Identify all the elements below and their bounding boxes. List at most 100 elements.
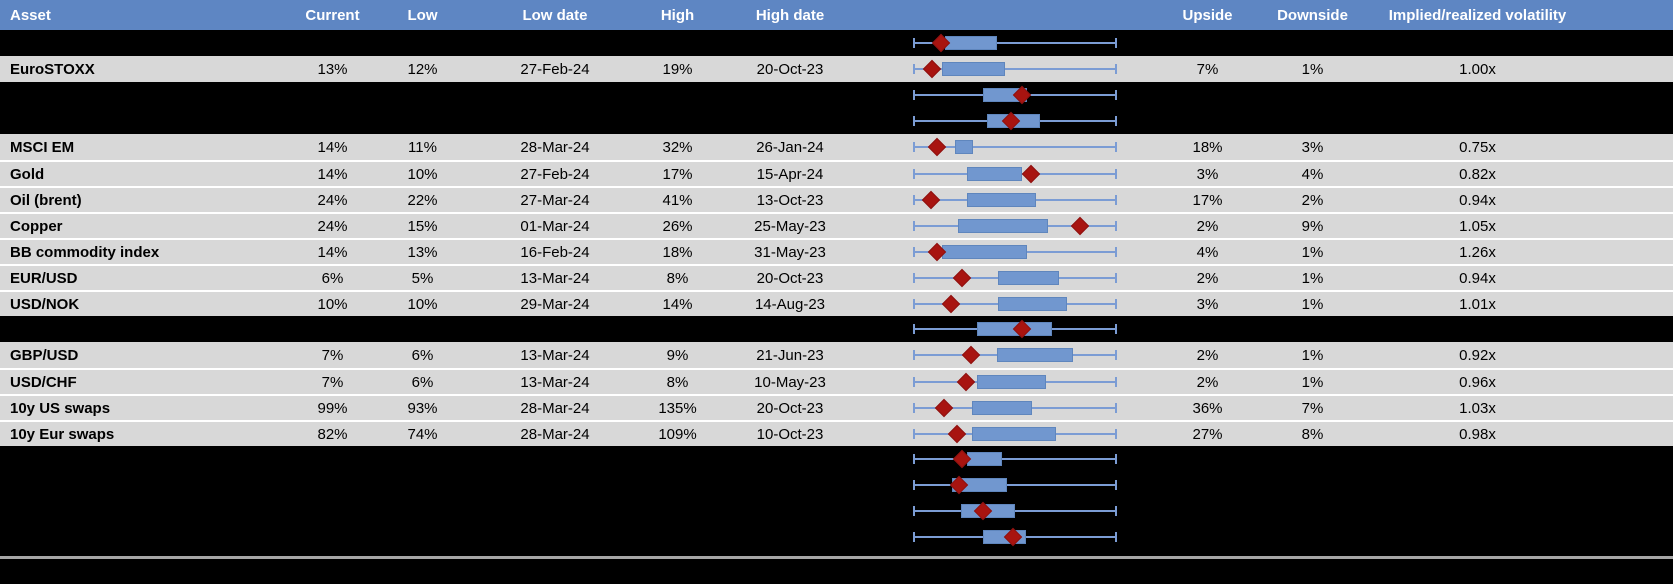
upside-cell[interactable]: 18% [1192, 138, 1223, 156]
implied-realized-ratio-cell[interactable]: 1.03x [1459, 399, 1496, 417]
low-vol-cell[interactable]: 12% [407, 60, 438, 78]
asset-name-cell[interactable]: USD/CHF [10, 373, 77, 391]
table-row[interactable]: MSCI EM 14% 11% 28-Mar-24 32% 26-Jan-24 … [0, 134, 1673, 160]
implied-realized-ratio-cell[interactable]: 1.00x [1459, 60, 1496, 78]
current-vol-cell[interactable]: 99% [317, 399, 348, 417]
low-vol-cell[interactable]: 10% [407, 165, 438, 183]
low-vol-cell[interactable]: 10% [407, 295, 438, 313]
table-row[interactable]: EUR/USD 6% 5% 13-Mar-24 8% 20-Oct-23 2% … [0, 264, 1673, 290]
table-row[interactable]: Gold 14% 10% 27-Feb-24 17% 15-Apr-24 3% … [0, 160, 1673, 186]
table-row[interactable] [0, 316, 1673, 342]
downside-cell[interactable]: 1% [1301, 346, 1324, 364]
header-implied-realized-volatility[interactable]: Implied/realized volatility [1388, 6, 1567, 24]
low-vol-cell[interactable]: 5% [411, 269, 434, 287]
low-vol-cell[interactable]: 93% [407, 399, 438, 417]
low-date-cell[interactable]: 27-Mar-24 [520, 191, 590, 209]
implied-realized-ratio-cell[interactable]: 0.94x [1459, 269, 1496, 287]
high-date-cell[interactable]: 26-Jan-24 [756, 138, 824, 156]
low-date-cell[interactable]: 13-Mar-24 [520, 346, 590, 364]
current-vol-cell[interactable]: 6% [321, 269, 344, 287]
low-vol-cell[interactable]: 6% [411, 373, 434, 391]
current-vol-cell[interactable]: 82% [317, 425, 348, 443]
implied-realized-ratio-cell[interactable]: 1.05x [1459, 217, 1496, 235]
low-date-cell[interactable]: 28-Mar-24 [520, 425, 590, 443]
current-vol-cell[interactable]: 7% [321, 373, 344, 391]
high-vol-cell[interactable]: 9% [666, 346, 689, 364]
table-row[interactable]: Oil (brent) 24% 22% 27-Mar-24 41% 13-Oct… [0, 186, 1673, 212]
asset-name-cell[interactable]: 10y Eur swaps [10, 425, 115, 443]
downside-cell[interactable]: 4% [1301, 165, 1324, 183]
header-low[interactable]: Low [407, 6, 438, 24]
upside-cell[interactable]: 2% [1196, 346, 1219, 364]
implied-realized-ratio-cell[interactable]: 0.96x [1459, 373, 1496, 391]
header-high[interactable]: High [660, 6, 695, 24]
header-low-date[interactable]: Low date [522, 6, 588, 24]
low-date-cell[interactable]: 13-Mar-24 [520, 269, 590, 287]
downside-cell[interactable]: 7% [1301, 399, 1324, 417]
high-vol-cell[interactable]: 8% [666, 373, 689, 391]
low-date-cell[interactable]: 28-Mar-24 [520, 399, 590, 417]
upside-cell[interactable]: 36% [1192, 399, 1223, 417]
current-vol-cell[interactable]: 14% [317, 243, 348, 261]
high-date-cell[interactable]: 10-Oct-23 [756, 425, 824, 443]
low-vol-cell[interactable]: 22% [407, 191, 438, 209]
table-row[interactable]: 10y US swaps 99% 93% 28-Mar-24 135% 20-O… [0, 394, 1673, 420]
high-vol-cell[interactable]: 19% [662, 60, 693, 78]
high-date-cell[interactable]: 13-Oct-23 [756, 191, 824, 209]
high-vol-cell[interactable]: 32% [662, 138, 693, 156]
asset-name-cell[interactable]: USD/NOK [10, 295, 80, 313]
table-row[interactable]: 10y Eur swaps 82% 74% 28-Mar-24 109% 10-… [0, 420, 1673, 446]
implied-realized-ratio-cell[interactable]: 0.75x [1459, 138, 1496, 156]
current-vol-cell[interactable]: 13% [317, 60, 348, 78]
high-date-cell[interactable]: 20-Oct-23 [756, 399, 824, 417]
downside-cell[interactable]: 2% [1301, 191, 1324, 209]
low-vol-cell[interactable]: 13% [407, 243, 438, 261]
low-vol-cell[interactable]: 74% [407, 425, 438, 443]
table-row[interactable] [0, 498, 1673, 524]
table-row[interactable]: GBP/USD 7% 6% 13-Mar-24 9% 21-Jun-23 2% … [0, 342, 1673, 368]
table-row[interactable]: USD/NOK 10% 10% 29-Mar-24 14% 14-Aug-23 … [0, 290, 1673, 316]
downside-cell[interactable]: 1% [1301, 373, 1324, 391]
implied-realized-ratio-cell[interactable]: 1.01x [1459, 295, 1496, 313]
high-date-cell[interactable]: 15-Apr-24 [756, 165, 824, 183]
high-date-cell[interactable]: 21-Jun-23 [756, 346, 824, 364]
upside-cell[interactable]: 3% [1196, 165, 1219, 183]
low-date-cell[interactable]: 27-Feb-24 [520, 165, 590, 183]
downside-cell[interactable]: 1% [1301, 269, 1324, 287]
high-date-cell[interactable]: 25-May-23 [754, 217, 826, 235]
header-asset[interactable]: Asset [10, 6, 51, 24]
asset-name-cell[interactable]: EuroSTOXX [10, 60, 95, 78]
low-vol-cell[interactable]: 11% [408, 138, 437, 156]
high-vol-cell[interactable]: 109% [658, 425, 697, 443]
asset-name-cell[interactable]: Gold [10, 165, 45, 183]
high-vol-cell[interactable]: 14% [662, 295, 693, 313]
downside-cell[interactable]: 9% [1301, 217, 1324, 235]
high-date-cell[interactable]: 14-Aug-23 [754, 295, 826, 313]
upside-cell[interactable]: 7% [1196, 60, 1219, 78]
header-upside[interactable]: Upside [1182, 6, 1233, 24]
current-vol-cell[interactable]: 14% [317, 165, 348, 183]
high-vol-cell[interactable]: 41% [662, 191, 693, 209]
upside-cell[interactable]: 4% [1196, 243, 1219, 261]
current-vol-cell[interactable]: 14% [317, 138, 348, 156]
table-row[interactable] [0, 524, 1673, 550]
current-vol-cell[interactable]: 10% [317, 295, 348, 313]
table-row[interactable] [0, 82, 1673, 108]
low-vol-cell[interactable]: 15% [407, 217, 438, 235]
downside-cell[interactable]: 1% [1301, 243, 1324, 261]
downside-cell[interactable]: 1% [1301, 60, 1324, 78]
table-row[interactable]: EuroSTOXX 13% 12% 27-Feb-24 19% 20-Oct-2… [0, 56, 1673, 82]
upside-cell[interactable]: 2% [1196, 373, 1219, 391]
upside-cell[interactable]: 2% [1196, 217, 1219, 235]
asset-name-cell[interactable]: MSCI EM [10, 138, 75, 156]
low-date-cell[interactable]: 16-Feb-24 [520, 243, 590, 261]
header-high-date[interactable]: High date [755, 6, 825, 24]
asset-name-cell[interactable]: BB commodity index [10, 243, 160, 261]
table-row[interactable] [0, 30, 1673, 56]
downside-cell[interactable]: 3% [1301, 138, 1324, 156]
current-vol-cell[interactable]: 7% [321, 346, 344, 364]
asset-name-cell[interactable]: Oil (brent) [10, 191, 82, 209]
high-vol-cell[interactable]: 8% [666, 269, 689, 287]
table-row[interactable]: USD/CHF 7% 6% 13-Mar-24 8% 10-May-23 2% … [0, 368, 1673, 394]
asset-name-cell[interactable]: EUR/USD [10, 269, 78, 287]
